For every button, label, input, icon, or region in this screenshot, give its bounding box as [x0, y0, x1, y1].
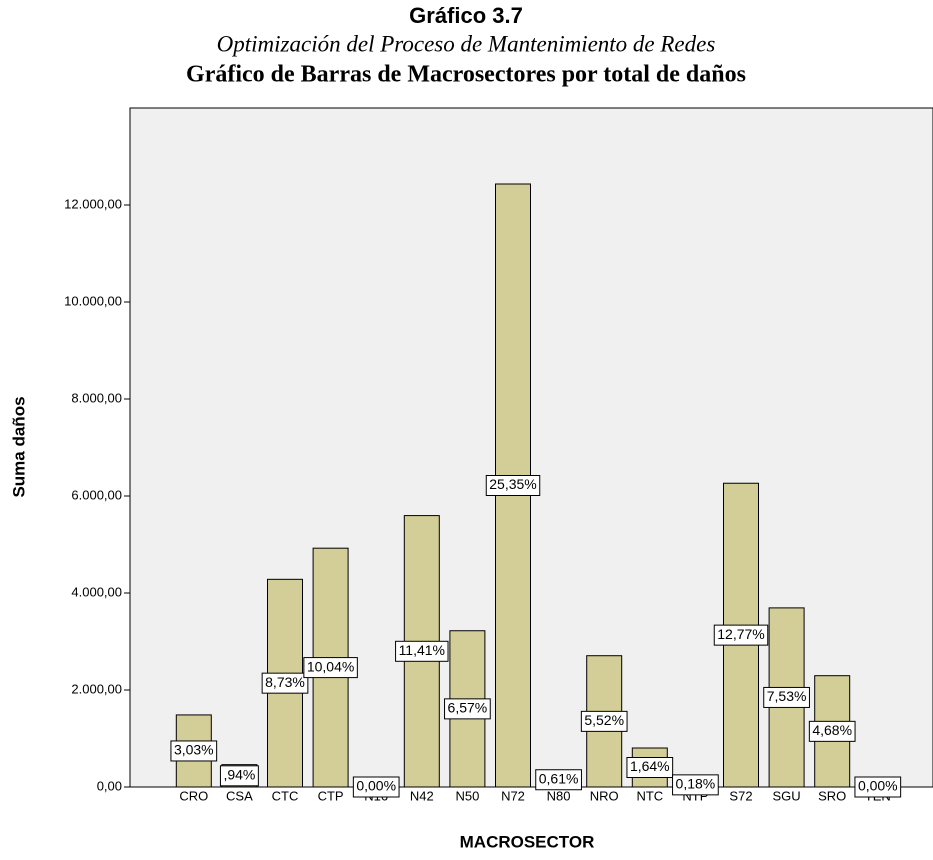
value-label-box	[580, 710, 628, 732]
x-tick-label: CTP	[318, 788, 344, 803]
value-label: 0,18%	[676, 776, 716, 792]
plot-area	[129, 107, 933, 788]
x-tick-label: N80	[547, 788, 571, 803]
value-label: 0,61%	[539, 770, 579, 786]
x-tick-label: N42	[410, 788, 434, 803]
value-label-box	[303, 657, 358, 679]
value-label: 5,52%	[584, 712, 624, 728]
x-tick-label: S72	[729, 788, 752, 803]
x-tick-label: NRO	[590, 788, 619, 803]
value-label-box	[535, 769, 582, 791]
y-tick-label: 10.000,00	[64, 293, 122, 308]
value-label: 12,77%	[717, 626, 764, 642]
value-label-box	[261, 672, 309, 694]
y-tick-label: 6.000,00	[71, 487, 122, 502]
value-label-box	[485, 474, 541, 496]
value-label: 0,00%	[858, 778, 898, 794]
value-label: 4,68%	[812, 722, 852, 738]
chart-title: Gráfico 3.7	[409, 3, 523, 28]
x-tick-label: CTC	[272, 788, 299, 803]
value-label-box	[626, 757, 674, 779]
x-tick-label: SGU	[773, 788, 801, 803]
value-label-box	[219, 765, 259, 787]
value-label: 3,03%	[174, 742, 214, 758]
x-tick-label: N50	[455, 788, 479, 803]
x-axis-label: MACROSECTOR	[460, 832, 595, 851]
x-tick-label: SRO	[818, 788, 846, 803]
value-label: 10,04%	[307, 658, 354, 674]
value-label-box	[444, 698, 491, 720]
value-label: 0,00%	[356, 778, 396, 794]
x-tick-label: NTC	[636, 788, 663, 803]
value-label: 8,73%	[265, 674, 305, 690]
value-label-box	[352, 776, 400, 798]
x-tick-label: N72	[501, 788, 525, 803]
value-label-box	[395, 640, 449, 662]
value-label: 7,53%	[767, 688, 807, 704]
x-tick-label: CRO	[179, 788, 208, 803]
y-tick-label: 0,00	[97, 778, 122, 793]
value-label: ,94%	[223, 767, 255, 783]
y-tick-label: 12.000,00	[64, 196, 122, 211]
value-label: 1,64%	[630, 758, 670, 774]
y-axis-label: Suma daños	[9, 396, 28, 497]
value-label-box	[854, 776, 902, 798]
value-label: 6,57%	[448, 700, 488, 716]
y-tick-label: 8.000,00	[71, 390, 122, 405]
y-tick-label: 2.000,00	[71, 681, 122, 696]
value-label: 25,35%	[489, 476, 536, 492]
y-tick-label: 4.000,00	[71, 584, 122, 599]
value-label: 11,41%	[399, 642, 445, 658]
chart-heading: Gráfico de Barras de Macrosectores por t…	[186, 62, 746, 88]
chart-subtitle: Optimización del Proceso de Mantenimient…	[217, 31, 716, 56]
value-label-box	[763, 686, 810, 708]
x-tick-label: CSA	[226, 788, 253, 803]
value-label-box	[672, 774, 719, 796]
value-label-box	[808, 720, 856, 742]
value-label-box	[713, 624, 769, 646]
value-label-box	[170, 740, 218, 762]
